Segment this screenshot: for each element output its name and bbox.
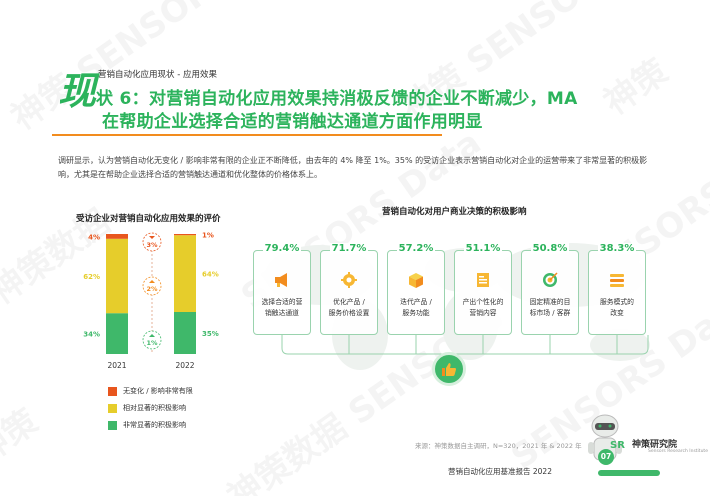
card-percentage: 51.1% xyxy=(455,243,511,254)
arrow-down-icon xyxy=(149,236,155,239)
right-section-title: 营销自动化对用户商业决策的积极影响 xyxy=(382,207,527,217)
data-label: 64% xyxy=(202,271,219,279)
report-footer: 营销自动化应用基准报告 2022 xyxy=(448,467,552,476)
document-icon xyxy=(477,273,489,287)
section-breadcrumb: 营销自动化应用现状 - 应用效果 xyxy=(98,70,217,80)
impact-card: 50.8% 固定精准的目 标市场 / 客群 xyxy=(521,243,579,335)
legend-label: 相对显著的积极影响 xyxy=(123,404,186,412)
title-lead-char: 现 xyxy=(58,69,97,113)
impact-card: 71.7% 优化产品 / 服务价格设置 xyxy=(320,243,378,335)
summary-paragraph: 调研显示，认为营销自动化无变化 / 影响非常有限的企业正不断降低，由去年的 4%… xyxy=(58,156,648,179)
bar-segment xyxy=(106,238,128,314)
page-title-line-1: 状 6：对营销自动化应用效果持消极反馈的企业不断减少，MA xyxy=(96,89,578,109)
data-label: 4% xyxy=(88,233,100,241)
chart-legend: 无变化 / 影响非常有限 相对显著的积极影响 非常显著的积极影响 xyxy=(108,386,193,437)
card-percentage: 38.3% xyxy=(589,243,645,254)
x-tick-label: 2021 xyxy=(107,361,126,370)
arrow-up-icon xyxy=(149,280,155,283)
card-icon-wrap xyxy=(388,271,444,289)
card-percentage: 71.7% xyxy=(321,243,377,254)
arrow-up-icon xyxy=(149,334,155,337)
brand-logo-icon: SR xyxy=(610,440,625,451)
card-percentage: 79.4% xyxy=(254,243,310,254)
legend-item: 非常显著的积极影响 xyxy=(108,420,193,430)
bar-segment xyxy=(174,235,196,312)
legend-swatch-yellow xyxy=(108,403,117,413)
data-label: 34% xyxy=(83,331,100,339)
data-label: 1% xyxy=(202,232,214,240)
card-percentage-text: 71.7% xyxy=(329,243,369,254)
card-label: 选择合适的营 销触达通道 xyxy=(261,298,303,317)
change-label: 2% xyxy=(146,285,158,293)
page-number: 07 xyxy=(598,449,614,465)
card-label: 优化产品 / 服务价格设置 xyxy=(328,298,370,317)
legend-item: 无变化 / 影响非常有限 xyxy=(108,386,193,396)
legend-label: 无变化 / 影响非常有限 xyxy=(123,387,193,395)
brand-name: 神策研究院 xyxy=(632,440,678,450)
change-up-badge xyxy=(142,330,162,350)
source-note: 来源：神策数据自主调研，N=320，2021 年 & 2022 年 xyxy=(415,442,582,450)
gear-icon xyxy=(341,272,357,288)
card-icon-wrap xyxy=(589,271,645,289)
card-percentage: 57.2% xyxy=(388,243,444,254)
card-percentage-text: 50.8% xyxy=(530,243,570,254)
bar-segment xyxy=(106,234,128,239)
target-icon xyxy=(543,272,558,287)
stacked-bar-chart: 34% 62% 4% 2021 35% 64% 1% 2022 3% 2% 1% xyxy=(83,232,219,370)
card-percentage-text: 38.3% xyxy=(597,243,637,254)
legend-swatch-green xyxy=(108,420,117,430)
legend-item: 相对显著的积极影响 xyxy=(108,403,193,413)
card-percentage-text: 57.2% xyxy=(396,243,436,254)
impact-card: 79.4% 选择合适的营 销触达通道 xyxy=(253,243,311,335)
card-label: 产出个性化的 营销内容 xyxy=(462,298,504,317)
data-label: 35% xyxy=(202,330,219,338)
left-chart-title: 受访企业对营销自动化应用效果的评价 xyxy=(76,214,221,224)
list-icon xyxy=(610,274,624,287)
card-percentage-text: 79.4% xyxy=(262,243,302,254)
card-percentage-text: 51.1% xyxy=(463,243,503,254)
svg-text:SR: SR xyxy=(610,440,625,451)
thumbs-up-badge xyxy=(432,352,466,386)
impact-card: 51.1% 产出个性化的 营销内容 xyxy=(454,243,512,335)
legend-label: 非常显著的积极影响 xyxy=(123,421,186,429)
bar-segment xyxy=(174,234,196,236)
megaphone-icon xyxy=(275,273,287,287)
page-title-line-2: 在帮助企业选择合适的营销触达通道方面作用明显 xyxy=(102,112,483,132)
watermark: 神策 xyxy=(592,45,676,124)
card-label: 固定精准的目 标市场 / 客群 xyxy=(529,298,571,317)
bar-segment xyxy=(174,312,196,354)
card-icon-wrap xyxy=(455,271,511,289)
x-tick-label: 2022 xyxy=(175,361,194,370)
change-up-badge xyxy=(142,276,162,296)
change-label: 3% xyxy=(146,241,158,249)
change-label: 1% xyxy=(146,339,158,347)
title-underline xyxy=(52,134,442,136)
bar-segment xyxy=(106,313,128,354)
data-label: 62% xyxy=(83,273,100,281)
card-label: 迭代产品 / 服务功能 xyxy=(400,298,432,317)
change-down-badge xyxy=(142,232,162,252)
box-icon xyxy=(409,273,423,288)
brand-subtitle: Sensors Research Institute xyxy=(648,449,708,454)
card-icon-wrap xyxy=(522,271,578,289)
impact-card: 57.2% 迭代产品 / 服务功能 xyxy=(387,243,445,335)
watermark: 神策 xyxy=(0,395,46,474)
thumbs-up-icon xyxy=(442,363,456,376)
footer-bar xyxy=(598,470,660,476)
card-label: 服务模式的 改变 xyxy=(600,298,634,317)
connector-lines xyxy=(281,335,649,362)
impact-card: 38.3% 服务模式的 改变 xyxy=(588,243,646,335)
card-icon-wrap xyxy=(321,271,377,289)
card-percentage: 50.8% xyxy=(522,243,578,254)
card-icon-wrap xyxy=(254,271,310,289)
legend-swatch-orange xyxy=(108,386,117,396)
